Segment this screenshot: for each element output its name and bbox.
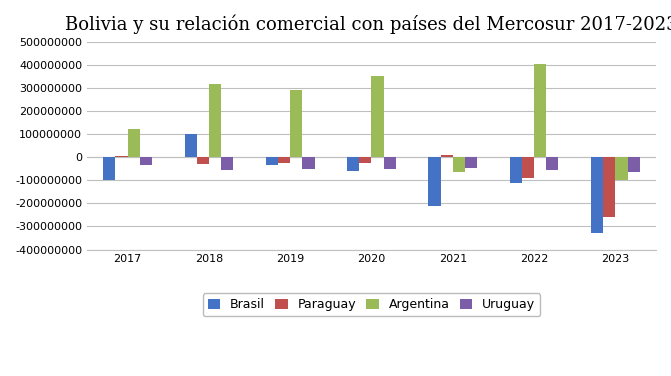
Bar — [103, 157, 115, 180]
Bar — [522, 157, 534, 178]
Bar — [359, 157, 372, 163]
Bar — [510, 157, 522, 183]
Bar — [140, 157, 152, 165]
Bar — [221, 157, 234, 170]
Title: Bolivia y su relación comercial con países del Mercosur 2017-2023: Bolivia y su relación comercial con país… — [65, 15, 671, 35]
Bar — [185, 134, 197, 157]
Bar — [347, 157, 359, 171]
Bar — [209, 84, 221, 157]
Bar — [303, 157, 315, 169]
Bar — [384, 157, 396, 169]
Bar — [127, 129, 140, 157]
Bar — [453, 157, 465, 172]
Bar — [546, 157, 558, 170]
Bar — [372, 76, 384, 157]
Bar — [266, 157, 278, 165]
Bar — [290, 90, 303, 157]
Bar — [534, 64, 546, 157]
Bar — [603, 157, 615, 217]
Bar — [278, 157, 290, 163]
Bar — [428, 157, 441, 206]
Bar — [591, 157, 603, 233]
Bar — [465, 157, 477, 168]
Bar — [615, 157, 627, 180]
Bar — [441, 155, 453, 157]
Bar — [627, 157, 639, 172]
Bar — [115, 156, 127, 157]
Legend: Brasil, Paraguay, Argentina, Uruguay: Brasil, Paraguay, Argentina, Uruguay — [203, 293, 540, 316]
Bar — [197, 157, 209, 164]
